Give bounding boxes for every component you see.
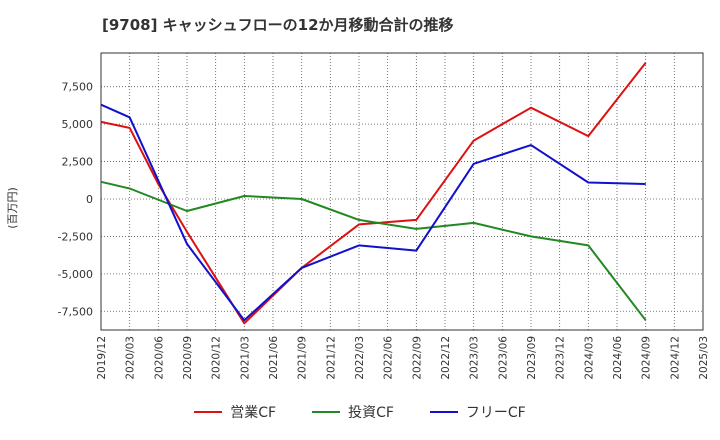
series-line-0 bbox=[100, 62, 647, 325]
legend-item-investing-cf: 投資CF bbox=[312, 402, 394, 422]
y-tick-label: -7,500 bbox=[58, 305, 93, 318]
x-tick-label: 2023/03 bbox=[469, 336, 481, 380]
x-tick-label: 2025/03 bbox=[698, 336, 710, 380]
x-tick-label: 2023/06 bbox=[497, 336, 509, 380]
x-tick-label: 2022/03 bbox=[354, 336, 366, 380]
legend-swatch-free-cf bbox=[429, 411, 458, 413]
x-tick-label: 2024/03 bbox=[583, 336, 595, 380]
x-tick-label: 2021/03 bbox=[239, 336, 251, 380]
y-tick-label: -5,000 bbox=[58, 268, 93, 281]
legend-item-free-cf: フリーCF bbox=[429, 402, 526, 422]
y-tick-label: -2,500 bbox=[58, 230, 93, 243]
legend-swatch-investing-cf bbox=[312, 411, 341, 413]
x-tick-label: 2020/09 bbox=[182, 336, 194, 380]
x-tick-label: 2021/09 bbox=[297, 336, 309, 380]
x-tick-label: 2021/12 bbox=[325, 336, 337, 380]
x-tick-label: 2024/12 bbox=[669, 336, 681, 380]
legend-label-operating-cf: 営業CF bbox=[230, 405, 277, 421]
y-tick-label: 0 bbox=[86, 193, 93, 206]
x-tick-label: 2023/09 bbox=[526, 336, 538, 380]
series-line-2 bbox=[100, 103, 646, 322]
y-tick-label: 5,000 bbox=[62, 118, 94, 131]
plot-area bbox=[100, 52, 704, 331]
legend-item-operating-cf: 営業CF bbox=[194, 402, 276, 422]
legend-label-free-cf: フリーCF bbox=[465, 405, 526, 421]
y-tick-label: 2,500 bbox=[62, 156, 94, 169]
x-tick-label: 2024/09 bbox=[641, 336, 653, 380]
x-tick-label: 2021/06 bbox=[268, 336, 280, 380]
x-tick-label: 2022/06 bbox=[383, 336, 395, 380]
x-tick-label: 2022/12 bbox=[440, 336, 452, 380]
y-tick-label: 7,500 bbox=[62, 81, 94, 94]
x-tick-label: 2023/12 bbox=[555, 336, 567, 380]
x-tick-label: 2020/12 bbox=[211, 336, 223, 380]
legend: 営業CF 投資CF フリーCF bbox=[0, 402, 720, 422]
x-tick-label: 2020/03 bbox=[125, 336, 137, 380]
series-line-1 bbox=[100, 180, 647, 321]
legend-swatch-operating-cf bbox=[194, 411, 223, 413]
chart-title: [9708] キャッシュフローの12か月移動合計の推移 bbox=[102, 16, 454, 34]
x-tick-label: 2024/06 bbox=[612, 336, 624, 380]
x-tick-label: 2019/12 bbox=[96, 336, 108, 380]
legend-label-investing-cf: 投資CF bbox=[348, 405, 394, 421]
x-tick-label: 2022/09 bbox=[411, 336, 423, 380]
x-tick-label: 2020/06 bbox=[153, 336, 165, 380]
